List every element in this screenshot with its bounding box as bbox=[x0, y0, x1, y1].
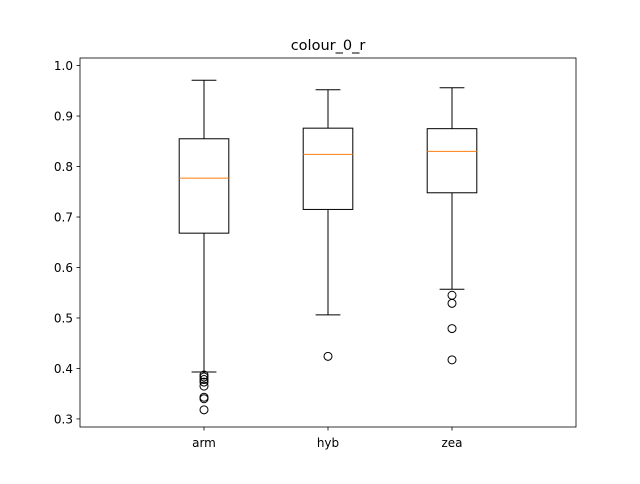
y-tick-label: 0.5 bbox=[54, 311, 73, 325]
axes-frame bbox=[79, 57, 577, 428]
outlier-point bbox=[447, 355, 457, 365]
outlier-point bbox=[199, 405, 209, 415]
outlier-point bbox=[447, 324, 457, 334]
y-tick-label: 0.9 bbox=[54, 110, 73, 124]
x-tick-label: zea bbox=[441, 436, 462, 450]
outlier-point bbox=[199, 372, 209, 382]
outlier-point bbox=[199, 394, 209, 404]
iqr-box bbox=[302, 127, 354, 210]
outlier-point bbox=[199, 375, 209, 385]
outlier-point bbox=[447, 298, 457, 308]
y-tick-label: 1.0 bbox=[54, 59, 73, 73]
chart-title: colour_0_r bbox=[291, 38, 366, 54]
y-tick-label: 0.3 bbox=[54, 412, 73, 426]
y-tick-label: 0.6 bbox=[54, 261, 73, 275]
x-tick-label: hyb bbox=[317, 436, 339, 450]
iqr-box bbox=[426, 128, 478, 194]
y-tick-label: 0.8 bbox=[54, 160, 73, 174]
plot-area: 0.3 0.4 0.5 0.6 0.7 0.8 0.9 1.0 arm hyb zea bbox=[54, 57, 577, 450]
outlier-point bbox=[199, 381, 209, 391]
outlier-point bbox=[199, 377, 209, 387]
y-tick-label: 0.4 bbox=[54, 362, 73, 376]
y-tick-label: 0.7 bbox=[54, 211, 73, 225]
x-tick-label: arm bbox=[192, 436, 216, 450]
outlier-point bbox=[323, 351, 333, 361]
iqr-box bbox=[178, 138, 230, 234]
